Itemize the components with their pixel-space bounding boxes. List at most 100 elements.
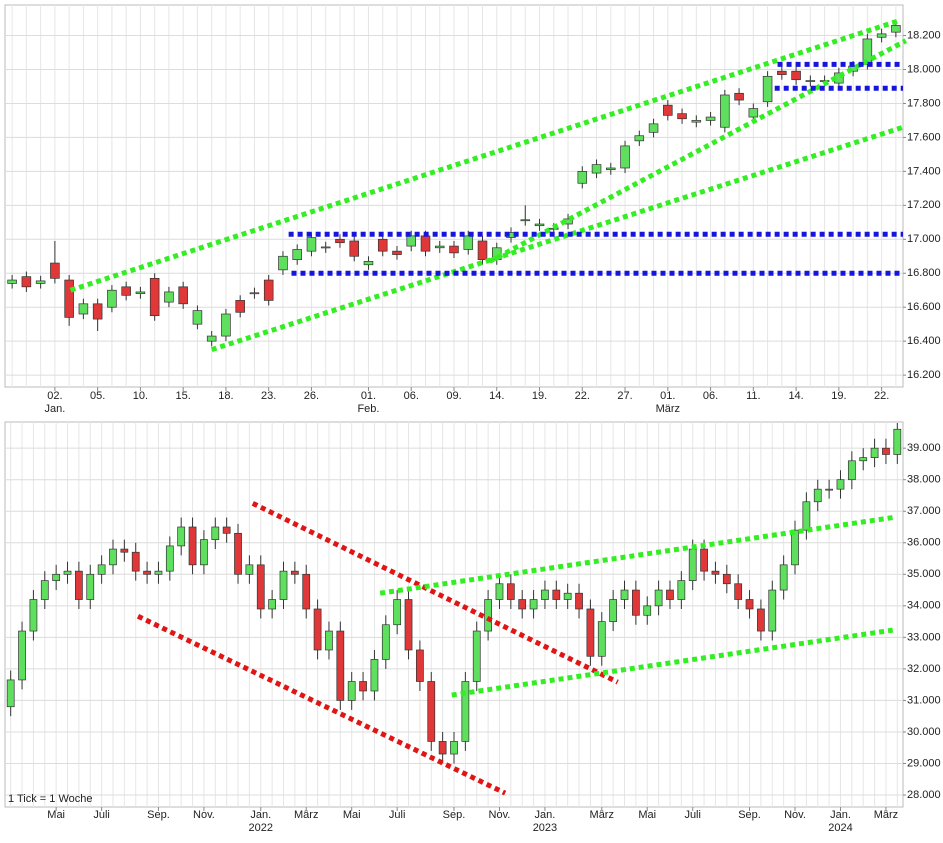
- y-tick-label: 17.000: [907, 233, 941, 245]
- candle-body: [575, 592, 583, 610]
- candle-body: [891, 25, 901, 33]
- candle-body: [495, 583, 504, 600]
- x-tick-label: März: [590, 809, 614, 821]
- y-tick-label: 34.000: [907, 600, 941, 612]
- candle-body: [720, 94, 730, 128]
- y-tick-label: 39.000: [907, 442, 941, 454]
- candle-body: [666, 589, 674, 600]
- x-tick-label: 06.: [404, 390, 419, 402]
- x-tick-label: 18.: [218, 390, 233, 402]
- candle-body: [463, 235, 474, 250]
- candle-body: [518, 599, 527, 610]
- candle-body: [154, 570, 163, 575]
- candle-body: [235, 300, 245, 313]
- candle-body: [221, 313, 231, 337]
- candle-body: [705, 116, 716, 121]
- x-sub-label: 2023: [533, 822, 557, 834]
- x-tick-label: 01.: [660, 390, 675, 402]
- x-tick-label: Jan.: [250, 809, 271, 821]
- candle-body: [634, 135, 645, 142]
- candle-body: [50, 262, 60, 279]
- candle-body: [577, 171, 588, 184]
- candle-body: [691, 120, 702, 123]
- candle-body: [688, 548, 697, 581]
- candle-body: [63, 570, 72, 575]
- candle-body: [92, 303, 103, 320]
- candle-body: [306, 237, 317, 252]
- trend-line: [210, 124, 904, 353]
- x-tick-label: 27.: [617, 390, 632, 402]
- candle-body: [64, 279, 74, 318]
- x-tick-label: 22.: [575, 390, 590, 402]
- x-tick-label: 14.: [788, 390, 803, 402]
- x-sub-label: Jan.: [44, 403, 65, 415]
- candle-body: [377, 238, 388, 252]
- candle-body: [762, 75, 773, 103]
- candle-body: [278, 255, 288, 271]
- candle-body: [620, 145, 630, 169]
- y-tick-label: 16.200: [907, 369, 941, 381]
- candle-body: [7, 279, 17, 284]
- candle-body: [234, 532, 242, 575]
- y-tick-label: 31.000: [907, 694, 941, 706]
- x-tick-label: 05.: [90, 390, 105, 402]
- candle-body: [107, 289, 117, 308]
- candle-body: [606, 167, 616, 171]
- x-tick-label: Juli: [389, 809, 406, 821]
- y-tick-label: 37.000: [907, 505, 941, 517]
- candle-body: [178, 286, 188, 305]
- candle-body: [520, 219, 531, 222]
- candle-body: [192, 310, 203, 325]
- candle-body: [620, 589, 629, 600]
- candle-body: [263, 279, 274, 301]
- candle-body: [256, 564, 265, 610]
- candle-body: [777, 70, 787, 75]
- candle-body: [188, 526, 197, 566]
- candle-body: [779, 564, 788, 591]
- x-tick-label: 15.: [176, 390, 191, 402]
- x-tick-label: 14.: [489, 390, 504, 402]
- candle-body: [434, 245, 445, 249]
- x-tick-label: 02.: [47, 390, 62, 402]
- candle-body: [734, 583, 743, 600]
- candle-body: [859, 457, 868, 462]
- candle-body: [363, 261, 374, 266]
- x-tick-label: März: [874, 809, 898, 821]
- candle-body: [290, 570, 299, 575]
- candle-body: [461, 681, 470, 742]
- candle-body: [336, 630, 345, 701]
- candle-body: [164, 291, 174, 303]
- y-tick-label: 33.000: [907, 631, 941, 643]
- candle-body: [292, 249, 302, 261]
- x-tick-label: Sep.: [738, 809, 761, 821]
- x-sub-label: Feb.: [357, 403, 379, 415]
- x-tick-label: 09.: [446, 390, 461, 402]
- candle-body: [529, 599, 538, 610]
- candle-body: [862, 38, 873, 65]
- candle-body: [663, 104, 673, 116]
- candle-body: [109, 548, 117, 566]
- x-sub-label: 2024: [828, 822, 852, 834]
- x-tick-label: 19.: [532, 390, 547, 402]
- x-tick-label: Mai: [47, 809, 65, 821]
- y-tick-label: 35.000: [907, 568, 941, 580]
- y-tick-label: 18.200: [907, 29, 941, 41]
- candle-body: [757, 608, 765, 632]
- candle-body: [541, 589, 549, 600]
- candle-body: [631, 589, 640, 616]
- candle-body: [320, 246, 331, 249]
- x-tick-label: Juli: [93, 809, 110, 821]
- candle-body: [393, 599, 402, 626]
- x-tick-label: Mai: [638, 809, 656, 821]
- candle-body: [450, 741, 458, 755]
- x-tick-label: 23.: [261, 390, 276, 402]
- y-tick-label: 17.400: [907, 165, 941, 177]
- x-tick-label: März: [294, 809, 318, 821]
- candle-body: [882, 447, 890, 455]
- candle-body: [591, 164, 602, 174]
- candle-body: [335, 238, 345, 244]
- candle-body: [876, 33, 887, 38]
- x-tick-label: Mai: [343, 809, 361, 821]
- x-tick-label: 11.: [746, 390, 760, 402]
- candle-body: [302, 573, 311, 610]
